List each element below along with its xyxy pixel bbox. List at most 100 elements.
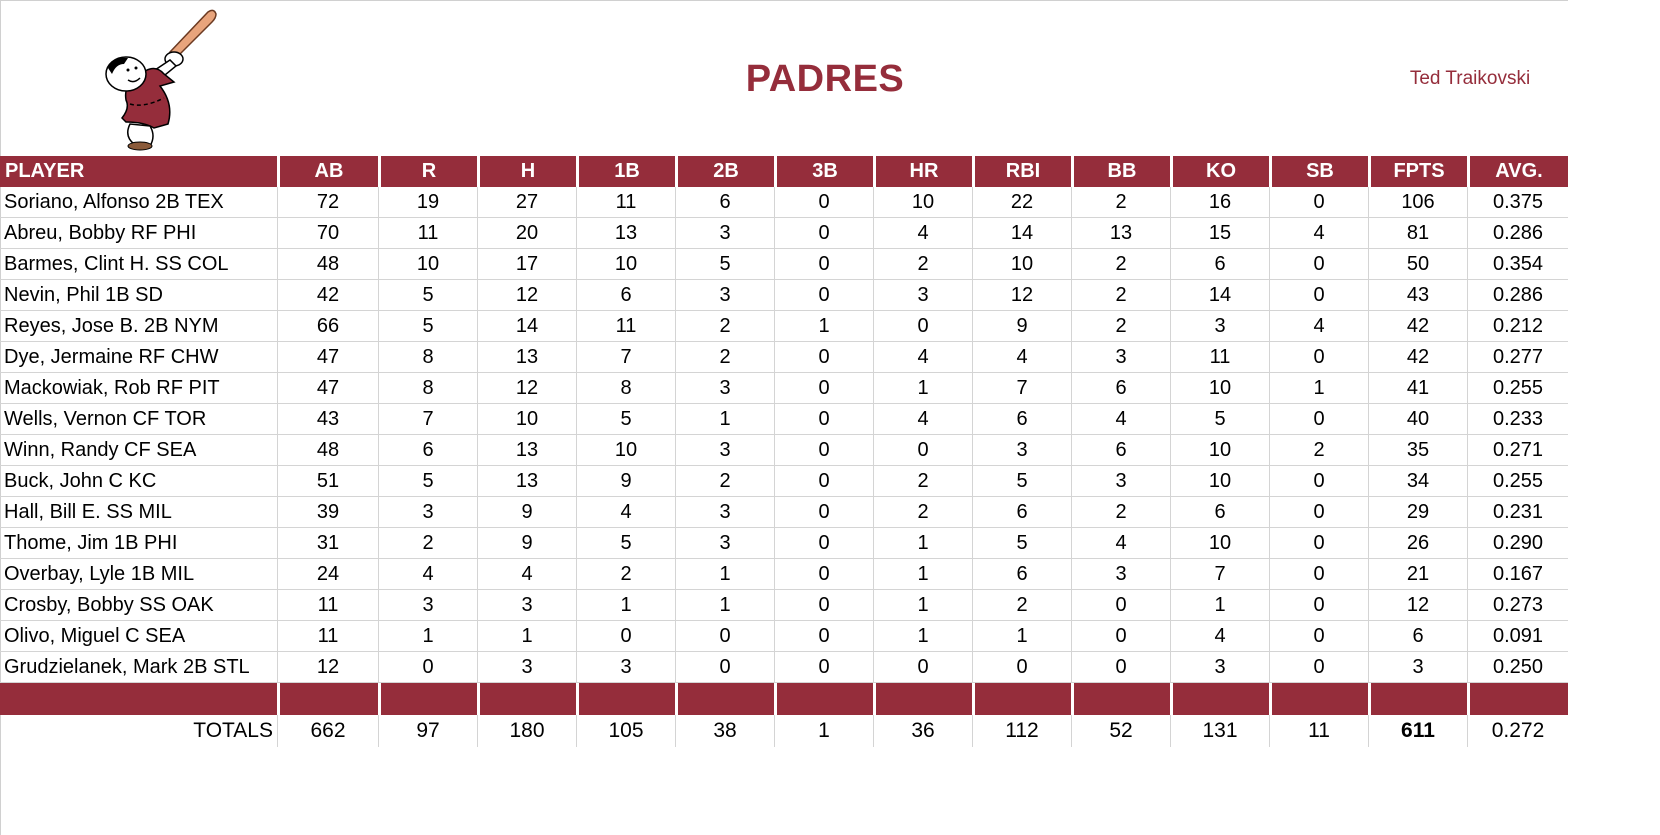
stat-cell-fpts: 29 <box>1368 497 1467 528</box>
stat-cell-r: 4 <box>378 559 477 590</box>
divider-cell <box>972 683 1071 715</box>
stat-cell-1b: 9 <box>576 466 675 497</box>
stat-cell-sb: 0 <box>1269 590 1368 621</box>
stat-cell-r: 6 <box>378 435 477 466</box>
stat-cell-hr: 4 <box>873 342 972 373</box>
stat-cell-2b: 0 <box>675 652 774 683</box>
stat-cell-1b: 1 <box>576 590 675 621</box>
total-cell-1b: 105 <box>576 715 675 747</box>
total-cell-avg: 0.272 <box>1467 715 1568 747</box>
stat-cell-avg: 0.273 <box>1467 590 1568 621</box>
stat-cell-bb: 3 <box>1071 559 1170 590</box>
stat-cell-h: 27 <box>477 187 576 218</box>
stat-cell-ab: 72 <box>277 187 378 218</box>
stat-cell-bb: 6 <box>1071 373 1170 404</box>
stat-cell-sb: 0 <box>1269 559 1368 590</box>
stat-cell-avg: 0.286 <box>1467 280 1568 311</box>
stat-cell-2b: 3 <box>675 280 774 311</box>
stat-cell-rbi: 6 <box>972 497 1071 528</box>
table-row: Hall, Bill E. SS MIL 39 3 9 4 3 0 2 6 2 6 0 29 0.231 <box>0 497 1568 528</box>
stat-cell-fpts: 35 <box>1368 435 1467 466</box>
stat-cell-rbi: 10 <box>972 249 1071 280</box>
stat-cell-h: 12 <box>477 280 576 311</box>
stat-cell-avg: 0.290 <box>1467 528 1568 559</box>
player-name-cell: Dye, Jermaine RF CHW <box>0 342 277 373</box>
stat-cell-sb: 0 <box>1269 466 1368 497</box>
stat-cell-3b: 0 <box>774 466 873 497</box>
stat-cell-hr: 4 <box>873 404 972 435</box>
stat-cell-2b: 3 <box>675 373 774 404</box>
stat-cell-r: 10 <box>378 249 477 280</box>
stat-cell-bb: 2 <box>1071 311 1170 342</box>
stat-cell-ko: 11 <box>1170 342 1269 373</box>
stat-cell-ab: 24 <box>277 559 378 590</box>
stat-cell-3b: 0 <box>774 342 873 373</box>
stat-cell-rbi: 7 <box>972 373 1071 404</box>
stat-cell-1b: 3 <box>576 652 675 683</box>
column-header-1b: 1B <box>576 156 675 187</box>
stat-cell-rbi: 4 <box>972 342 1071 373</box>
stat-cell-r: 8 <box>378 373 477 404</box>
total-cell-sb: 11 <box>1269 715 1368 747</box>
stat-cell-h: 13 <box>477 466 576 497</box>
stat-cell-3b: 0 <box>774 404 873 435</box>
column-header-hr: HR <box>873 156 972 187</box>
stat-cell-avg: 0.091 <box>1467 621 1568 652</box>
stat-cell-r: 3 <box>378 590 477 621</box>
stat-cell-h: 17 <box>477 249 576 280</box>
stat-cell-fpts: 42 <box>1368 342 1467 373</box>
stat-cell-bb: 13 <box>1071 218 1170 249</box>
stat-cell-ko: 10 <box>1170 528 1269 559</box>
divider-cell <box>1269 683 1368 715</box>
column-header-rbi: RBI <box>972 156 1071 187</box>
column-header-fpts: FPTS <box>1368 156 1467 187</box>
player-stats-table: PLAYER AB R H 1B 2B 3B HR RBI BB KO SB FPTS AVG. Sori… <box>0 156 1568 747</box>
divider-row <box>0 683 1568 715</box>
stat-cell-ko: 16 <box>1170 187 1269 218</box>
stat-cell-fpts: 81 <box>1368 218 1467 249</box>
player-name-cell: Barmes, Clint H. SS COL <box>0 249 277 280</box>
column-header-sb: SB <box>1269 156 1368 187</box>
stat-cell-rbi: 3 <box>972 435 1071 466</box>
divider-cell <box>1170 683 1269 715</box>
player-name-cell: Overbay, Lyle 1B MIL <box>0 559 277 590</box>
stat-cell-bb: 0 <box>1071 621 1170 652</box>
stat-cell-r: 5 <box>378 311 477 342</box>
column-header-player: PLAYER <box>0 156 277 187</box>
stat-cell-2b: 1 <box>675 404 774 435</box>
stat-cell-1b: 8 <box>576 373 675 404</box>
stat-cell-1b: 11 <box>576 311 675 342</box>
stat-cell-h: 9 <box>477 528 576 559</box>
stat-cell-ab: 47 <box>277 373 378 404</box>
table-row: Abreu, Bobby RF PHI 70 11 20 13 3 0 4 14 13 15 4 81 0… <box>0 218 1568 249</box>
stat-cell-bb: 2 <box>1071 249 1170 280</box>
stat-cell-1b: 4 <box>576 497 675 528</box>
stat-cell-h: 20 <box>477 218 576 249</box>
divider-cell <box>1467 683 1568 715</box>
stat-cell-ab: 11 <box>277 621 378 652</box>
divider-cell <box>774 683 873 715</box>
stat-cell-r: 11 <box>378 218 477 249</box>
stat-cell-hr: 10 <box>873 187 972 218</box>
stat-cell-hr: 1 <box>873 590 972 621</box>
stat-cell-h: 13 <box>477 342 576 373</box>
total-cell-fpts: 611 <box>1368 715 1467 747</box>
stat-cell-bb: 3 <box>1071 466 1170 497</box>
stat-cell-avg: 0.375 <box>1467 187 1568 218</box>
stat-cell-3b: 0 <box>774 621 873 652</box>
stat-cell-avg: 0.212 <box>1467 311 1568 342</box>
stat-cell-hr: 4 <box>873 218 972 249</box>
stat-cell-sb: 0 <box>1269 187 1368 218</box>
stat-cell-2b: 1 <box>675 559 774 590</box>
stat-cell-ko: 1 <box>1170 590 1269 621</box>
stat-cell-rbi: 6 <box>972 404 1071 435</box>
table-row: Olivo, Miguel C SEA 11 1 1 0 0 0 1 1 0 4 0 6 0.091 <box>0 621 1568 652</box>
stat-cell-rbi: 14 <box>972 218 1071 249</box>
table-row: Buck, John C KC 51 5 13 9 2 0 2 5 3 10 0 34 0.255 <box>0 466 1568 497</box>
stat-cell-3b: 0 <box>774 590 873 621</box>
stat-cell-rbi: 22 <box>972 187 1071 218</box>
stat-cell-ko: 5 <box>1170 404 1269 435</box>
column-header-ko: KO <box>1170 156 1269 187</box>
stat-cell-rbi: 1 <box>972 621 1071 652</box>
column-header-avg: AVG. <box>1467 156 1568 187</box>
